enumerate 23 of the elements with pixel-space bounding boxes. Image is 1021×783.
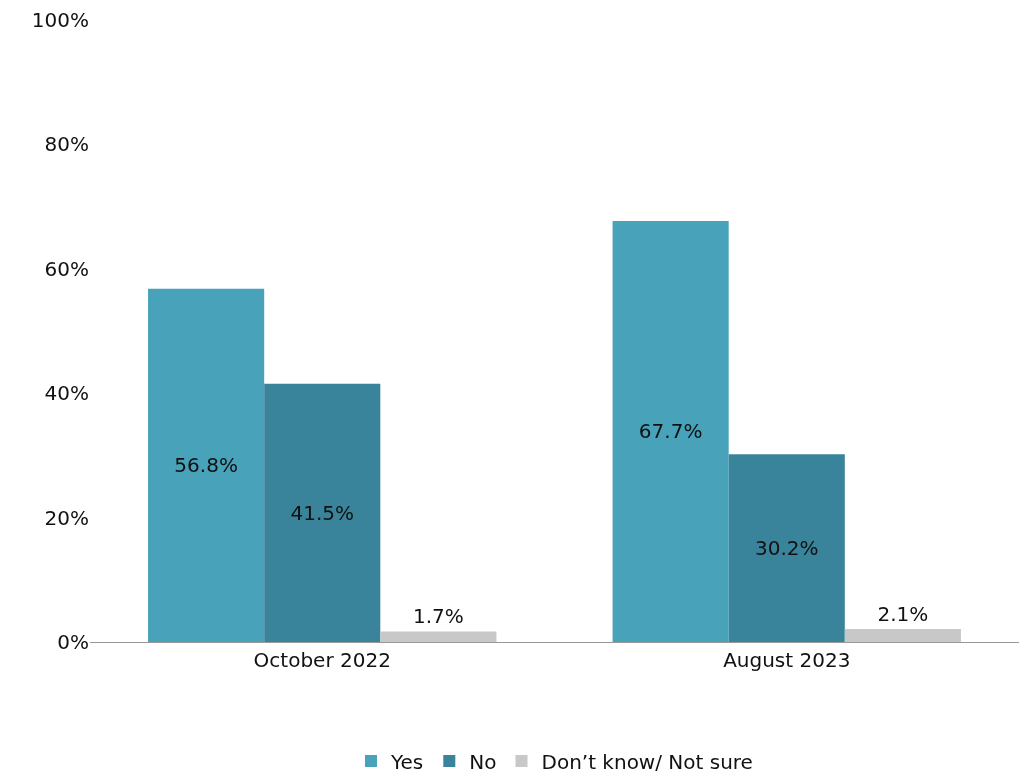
data-label: 1.7% — [412, 604, 464, 629]
data-label: 67.7% — [638, 419, 703, 444]
y-tick-label: 100% — [31, 8, 89, 32]
y-tick-label: 0% — [57, 630, 89, 654]
bar — [612, 220, 729, 642]
x-tick-label: August 2023 — [723, 648, 851, 672]
y-tick-label: 20% — [44, 505, 89, 530]
bar — [380, 631, 497, 642]
legend-label: Don’t know/ Not sure — [541, 749, 753, 774]
y-tick-label: 60% — [44, 256, 89, 281]
bar — [844, 628, 961, 642]
y-tick-label: 40% — [44, 381, 89, 406]
bar — [728, 454, 845, 642]
bar — [264, 383, 381, 642]
legend-label: Yes — [390, 749, 424, 774]
x-tick-label: October 2022 — [253, 648, 391, 672]
y-tick-label: 80% — [44, 132, 89, 157]
legend-label: No — [469, 749, 497, 774]
bar — [148, 288, 265, 642]
data-label: 56.8% — [174, 453, 238, 478]
data-label: 30.2% — [754, 536, 819, 561]
data-label: 41.5% — [290, 500, 355, 525]
data-label: 2.1% — [877, 601, 929, 626]
